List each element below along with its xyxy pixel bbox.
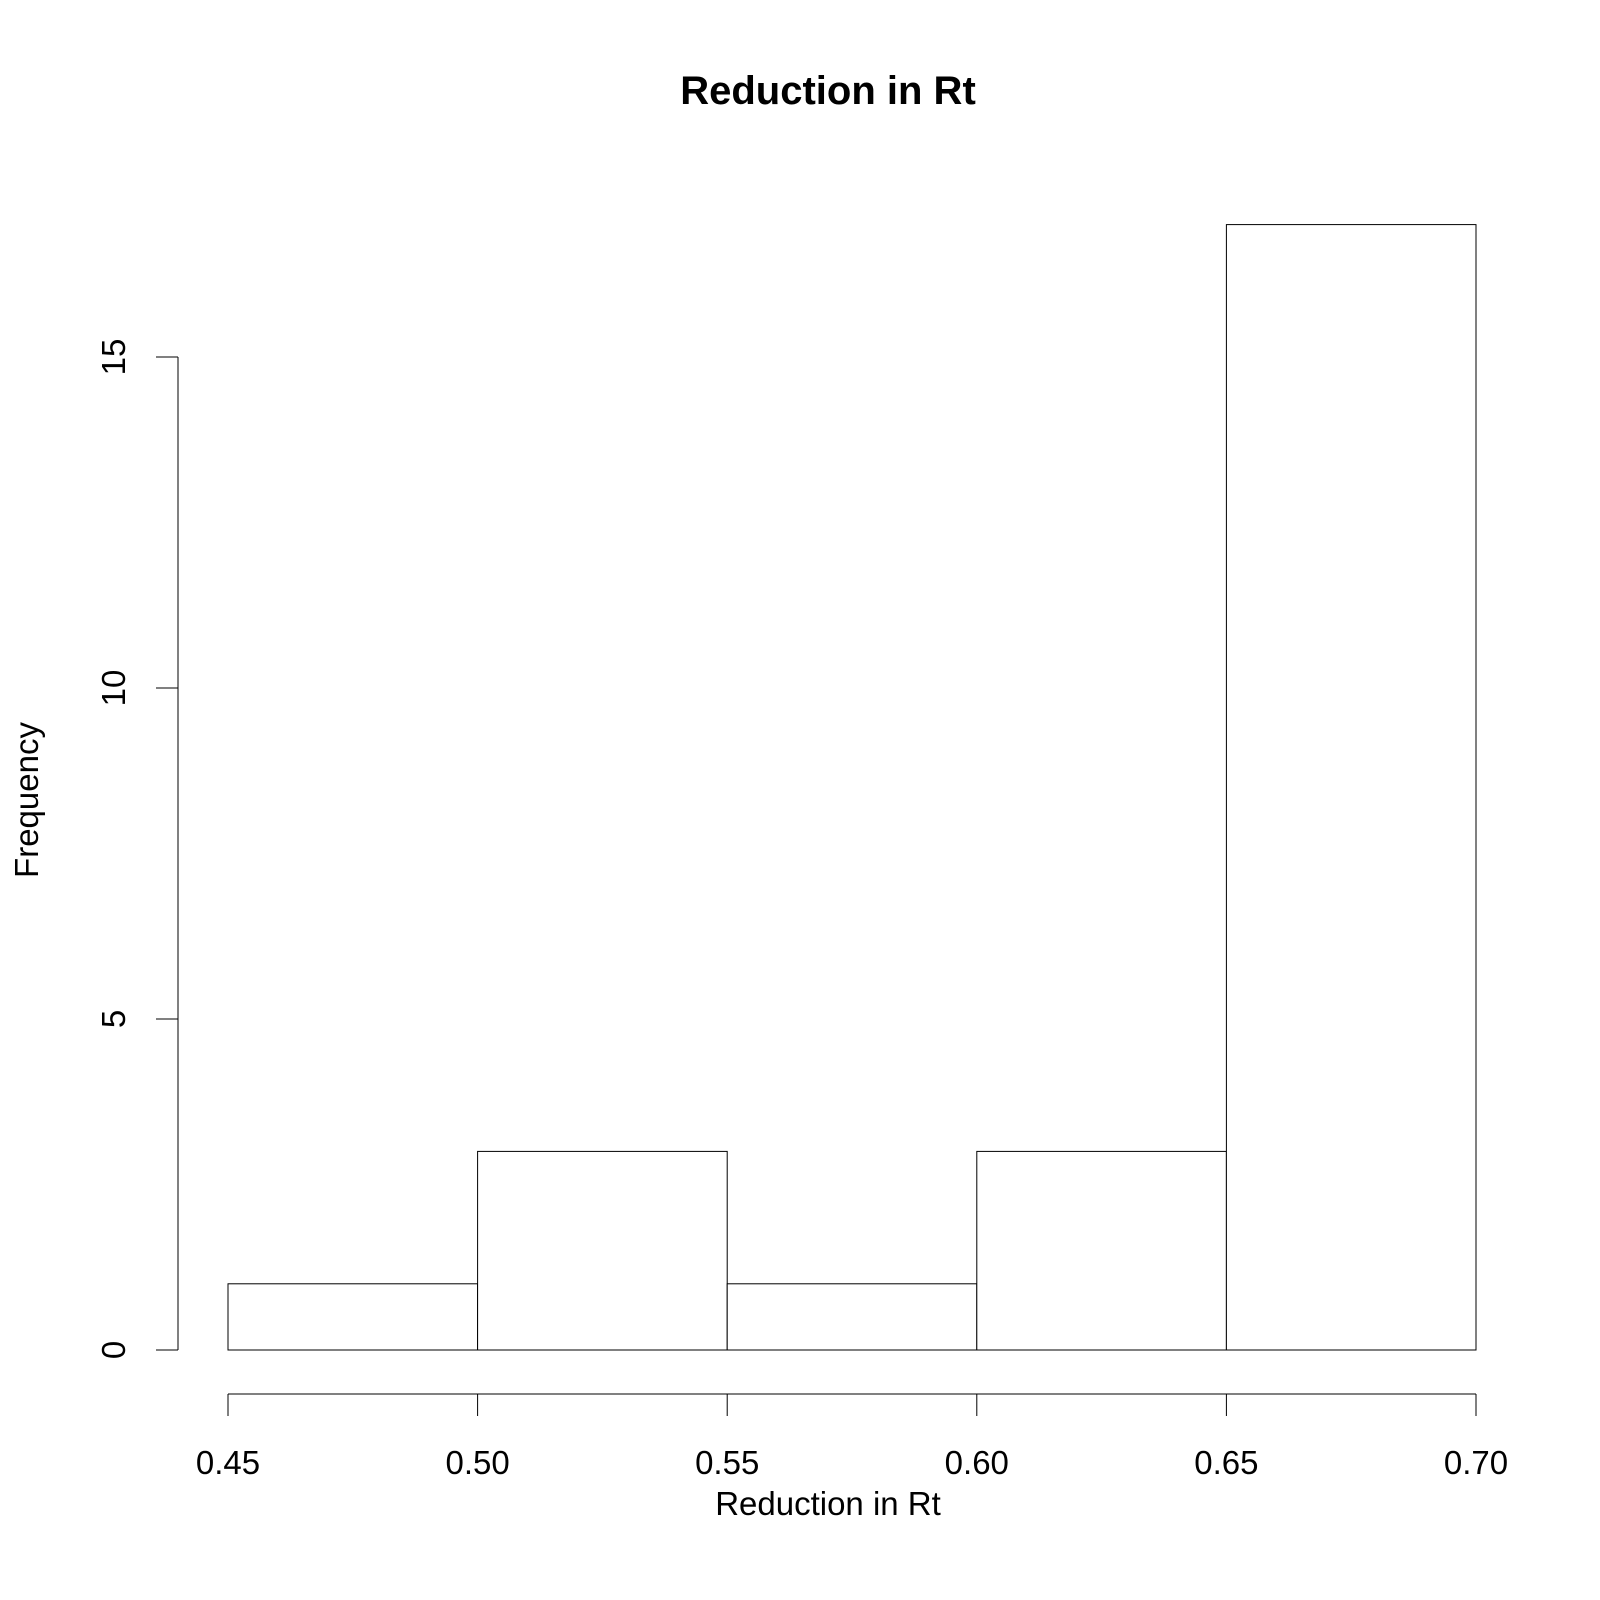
histogram-bar-5 [1225,224,1477,1351]
x-tick-label: 0.65 [1194,1444,1258,1481]
histogram-bar-4 [976,1150,1227,1351]
y-tick-label: 5 [95,1010,132,1028]
histogram-bar-3 [726,1283,978,1351]
histogram-bar-2 [477,1150,728,1351]
x-tick-label: 0.60 [945,1444,1009,1481]
chart-title: Reduction in Rt [680,69,976,113]
x-tick-label: 0.45 [196,1444,260,1481]
bars-group [227,224,1477,1351]
x-axis-label: Reduction in Rt [715,1485,941,1522]
x-axis: 0.45 0.50 0.55 0.60 0.65 0.70 [196,1393,1508,1481]
y-tick-label: 10 [95,670,132,707]
x-tick-label: 0.70 [1444,1444,1508,1481]
y-tick-label: 0 [95,1341,132,1359]
histogram-bar-1 [227,1283,479,1351]
y-axis: 0 5 10 15 [95,339,179,1359]
y-tick-label: 15 [95,339,132,376]
y-axis-label: Frequency [8,722,45,878]
x-tick-label: 0.55 [695,1444,759,1481]
x-tick-label: 0.50 [445,1444,509,1481]
